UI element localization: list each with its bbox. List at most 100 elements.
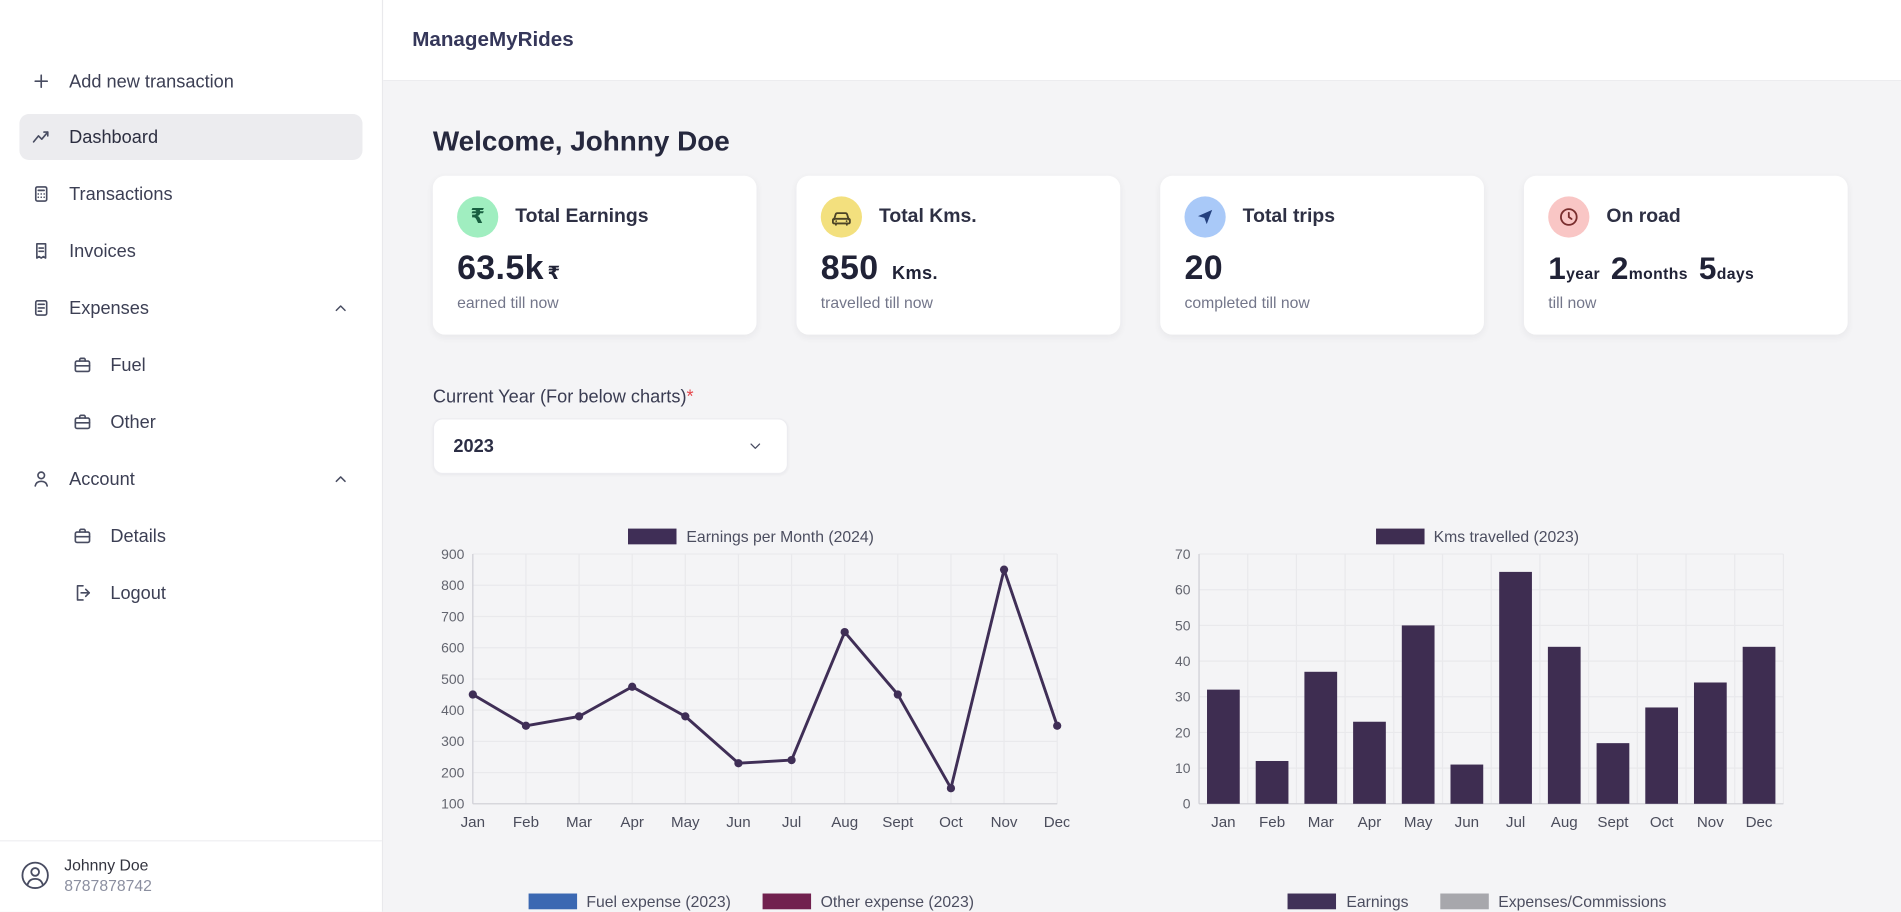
card-title: Total trips [1242, 206, 1336, 227]
sidebar-item-other[interactable]: Other [61, 399, 363, 445]
sidebar-item-details[interactable]: Details [61, 513, 363, 559]
svg-text:Jan: Jan [1211, 814, 1235, 831]
kms-chart-canvas[interactable]: 0 10 20 30 40 50 60 70 Jan Feb Mar Apr May Jun Jul Aug S… [1159, 546, 1795, 838]
user-phone: 8787878742 [64, 876, 152, 895]
legend-swatch [528, 893, 577, 910]
card-subtext: till now [1548, 293, 1597, 312]
legend-item[interactable]: Earnings per Month (2024) [628, 527, 874, 546]
legend-swatch [628, 528, 677, 545]
svg-text:200: 200 [441, 764, 465, 780]
legend-item[interactable]: Other expense (2023) [762, 892, 974, 910]
car-icon [820, 196, 862, 238]
card-title: Total Earnings [515, 206, 649, 227]
card-subtext: earned till now [457, 293, 559, 312]
svg-text:Jul: Jul [782, 814, 801, 831]
svg-text:Dec: Dec [1044, 814, 1070, 831]
legend-label: Kms travelled (2023) [1433, 527, 1580, 546]
svg-text:Nov: Nov [991, 814, 1018, 831]
sidebar-item-dashboard[interactable]: Dashboard [19, 113, 363, 161]
add-new-transaction-button[interactable]: Add new transaction [19, 63, 362, 99]
svg-text:Sept: Sept [1597, 814, 1629, 831]
sidebar-item-logout[interactable]: Logout [61, 570, 363, 616]
earnings-chart-canvas[interactable]: 100 200 300 400 500 600 700 800 900 Jan Feb Mar Apr M… [433, 546, 1071, 838]
app-title: ManageMyRides [412, 27, 574, 51]
required-asterisk: * [686, 386, 694, 408]
briefcase-icon [70, 410, 94, 434]
expenses-chart-legend: Fuel expense (2023) Other expense (2023) [433, 892, 1069, 910]
content: Welcome, Johnny Doe ₹ Total Earnings 63.… [383, 81, 1901, 911]
svg-text:0: 0 [1183, 796, 1191, 812]
svg-text:Aug: Aug [1551, 814, 1578, 831]
svg-text:40: 40 [1175, 653, 1191, 669]
legend-item[interactable]: Kms travelled (2023) [1375, 527, 1580, 546]
svg-text:Jun: Jun [726, 814, 750, 831]
svg-text:Mar: Mar [1308, 814, 1334, 831]
legend-label: Other expense (2023) [820, 892, 974, 911]
svg-text:Apr: Apr [620, 814, 644, 831]
svg-text:300: 300 [441, 733, 465, 749]
year-select-value: 2023 [453, 435, 494, 457]
briefcase-icon [70, 524, 94, 548]
svg-text:May: May [1404, 814, 1433, 831]
svg-text:100: 100 [441, 796, 465, 812]
sidebar-nav: Add new transaction Dashboard Transactio… [0, 0, 382, 627]
svg-text:50: 50 [1175, 617, 1191, 633]
charts-row: Earnings per Month (2024) 100 200 300 400 50… [433, 527, 1853, 837]
sidebar-item-transactions[interactable]: Transactions [19, 171, 362, 217]
welcome-heading: Welcome, Johnny Doe [432, 124, 730, 157]
year-select-label: Current Year (For below charts)* [432, 386, 694, 408]
legend-item[interactable]: Expenses/Commissions [1440, 892, 1666, 910]
trending-up-icon [29, 125, 53, 149]
card-on-road: On road 1year 2months 5days till now [1523, 175, 1848, 335]
svg-text:Sept: Sept [882, 814, 914, 831]
card-total-earnings: ₹ Total Earnings 63.5k ₹ earned till now [432, 175, 757, 335]
chevron-up-icon [329, 296, 353, 320]
svg-text:Jul: Jul [1506, 814, 1525, 831]
sidebar-item-label: Dashboard [69, 126, 159, 148]
svg-text:Jan: Jan [461, 814, 485, 831]
topbar: ManageMyRides [383, 0, 1901, 82]
svg-text:Feb: Feb [513, 814, 539, 831]
legend-swatch [1288, 893, 1337, 910]
legend-swatch [1440, 893, 1489, 910]
sidebar-item-account[interactable]: Account [19, 456, 362, 502]
ledger-icon [29, 296, 53, 320]
legend-swatch [762, 893, 811, 910]
person-icon [29, 467, 53, 491]
svg-text:Feb: Feb [1259, 814, 1285, 831]
svg-text:Apr: Apr [1358, 814, 1382, 831]
card-title: On road [1606, 206, 1681, 227]
year-select[interactable]: 2023 [432, 418, 789, 475]
card-total-trips: Total trips 20 completed till now [1160, 175, 1484, 335]
legend-item[interactable]: Earnings [1288, 892, 1409, 910]
svg-text:800: 800 [441, 577, 465, 593]
svg-text:70: 70 [1175, 549, 1191, 562]
sidebar-item-label: Fuel [110, 354, 146, 376]
sidebar-item-label: Details [110, 525, 166, 547]
sidebar-item-invoices[interactable]: Invoices [19, 228, 362, 274]
chevron-down-icon [743, 434, 767, 458]
earnings-chart-legend: Earnings per Month (2024) [433, 527, 1069, 546]
add-new-transaction-label: Add new transaction [69, 70, 234, 92]
user-name: Johnny Doe [64, 855, 149, 875]
card-duration: 1year 2months 5days [1548, 249, 1755, 287]
card-value: 850 Kms. [820, 248, 938, 287]
earnings-expenses-chart-legend: Earnings Expenses/Commissions [1159, 892, 1795, 910]
svg-text:Oct: Oct [1650, 814, 1674, 831]
legend-item[interactable]: Fuel expense (2023) [528, 892, 731, 910]
svg-text:700: 700 [441, 608, 465, 624]
avatar-icon [19, 860, 51, 892]
svg-text:Oct: Oct [939, 814, 963, 831]
sidebar-item-label: Expenses [69, 297, 149, 319]
sidebar-item-label: Other [110, 411, 156, 433]
kms-chart: Kms travelled (2023) 0 10 20 30 40 50 60 70 Jan F… [1159, 527, 1795, 837]
sidebar-item-expenses[interactable]: Expenses [19, 285, 362, 331]
svg-text:20: 20 [1175, 724, 1191, 740]
sidebar-item-label: Invoices [69, 240, 136, 262]
sidebar-item-fuel[interactable]: Fuel [61, 342, 363, 388]
card-title: Total Kms. [878, 206, 977, 227]
svg-text:Aug: Aug [831, 814, 858, 831]
svg-text:60: 60 [1175, 582, 1191, 598]
main-area: ManageMyRides Welcome, Johnny Doe ₹ Tota… [383, 0, 1901, 912]
